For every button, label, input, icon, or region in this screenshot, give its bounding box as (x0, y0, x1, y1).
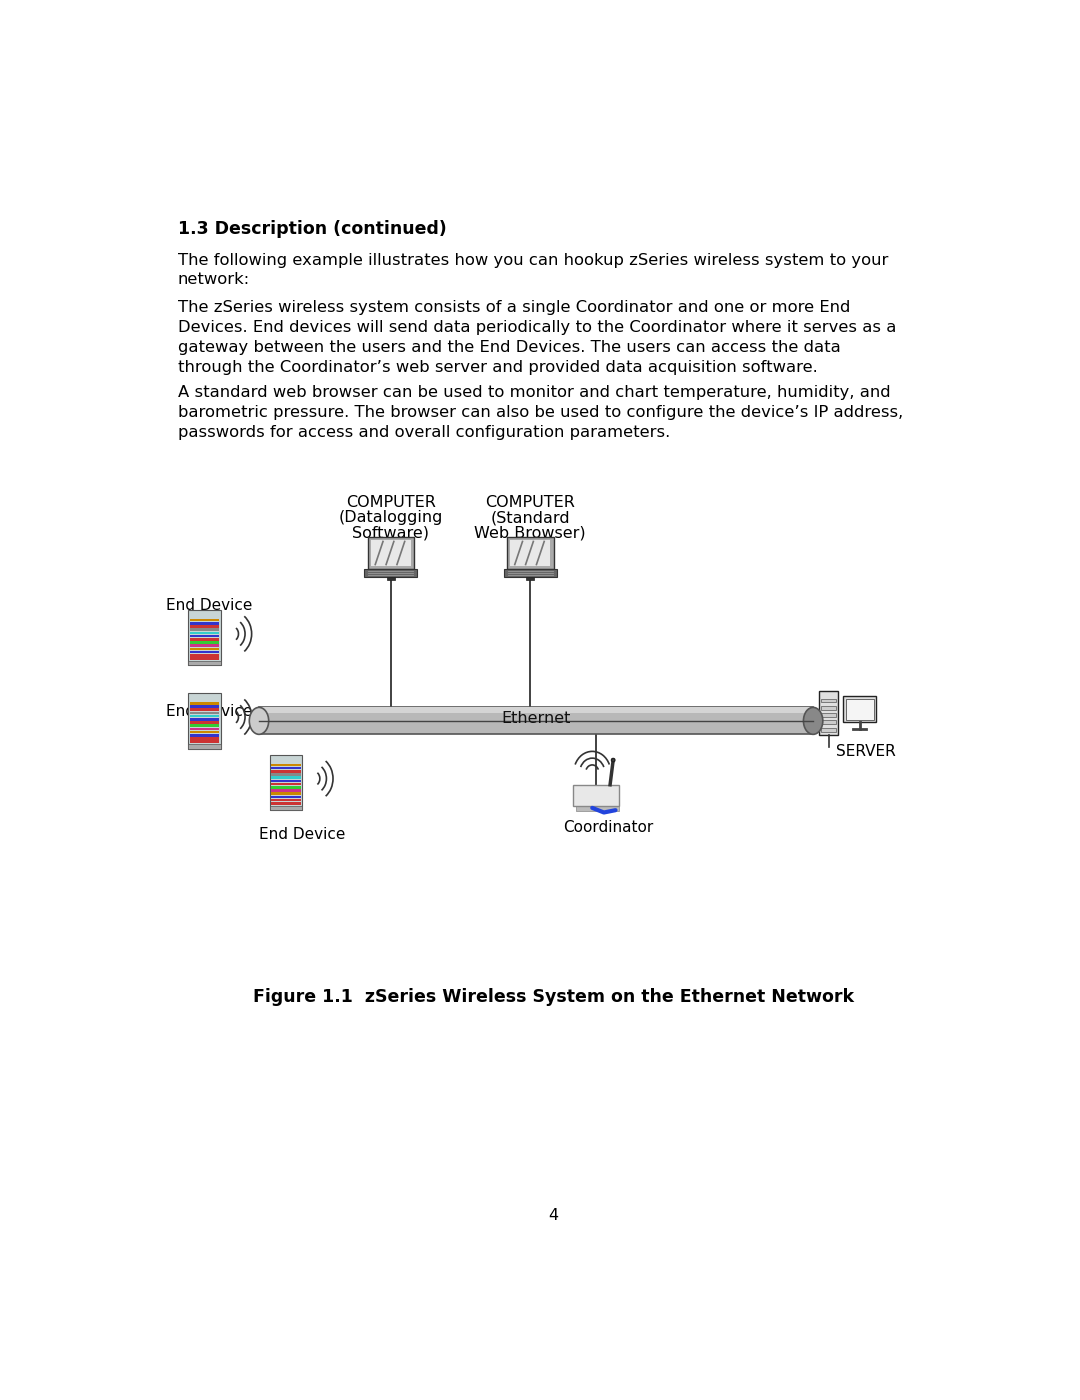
Bar (190, 619, 219, 622)
Bar (271, 802, 301, 805)
Bar (190, 648, 219, 650)
Bar (189, 661, 221, 665)
Bar (271, 783, 301, 785)
Bar (271, 792, 301, 795)
Bar (190, 706, 219, 708)
Bar (190, 728, 219, 731)
Circle shape (611, 759, 615, 762)
Bar (190, 657, 219, 659)
Bar (821, 699, 836, 703)
Text: End Device: End Device (166, 598, 253, 613)
Bar (190, 718, 219, 721)
Bar (271, 799, 301, 801)
Text: Ethernet: Ethernet (501, 711, 570, 727)
Text: Software): Software) (352, 525, 429, 540)
Text: COMPUTER: COMPUTER (485, 494, 576, 510)
Bar (271, 777, 301, 778)
Bar (271, 763, 301, 766)
Bar (271, 795, 301, 798)
Bar (190, 622, 219, 624)
Bar (271, 770, 301, 773)
Bar (271, 785, 301, 788)
Bar (190, 724, 219, 727)
Bar (576, 806, 619, 811)
Bar (821, 713, 836, 717)
Text: COMPUTER: COMPUTER (346, 494, 435, 510)
Bar (189, 610, 221, 665)
Bar (510, 540, 551, 566)
Text: 4: 4 (549, 1208, 558, 1224)
Bar (190, 708, 219, 711)
Bar (821, 728, 836, 732)
Bar (367, 536, 414, 570)
Bar (271, 773, 301, 776)
Bar (821, 706, 836, 710)
Bar (526, 577, 535, 580)
Ellipse shape (249, 707, 269, 735)
Bar (270, 755, 302, 811)
Bar (190, 731, 219, 734)
Text: The zSeries wireless system consists of a single Coordinator and one or more End: The zSeries wireless system consists of … (177, 301, 896, 375)
Bar (259, 707, 813, 735)
Text: (Datalogging: (Datalogging (338, 510, 443, 525)
Bar (507, 536, 554, 570)
Bar (190, 641, 219, 644)
Bar (189, 745, 221, 749)
Bar (190, 741, 219, 743)
Text: 1.3 Description (continued): 1.3 Description (continued) (177, 220, 446, 238)
Bar (190, 631, 219, 634)
Text: Coordinator: Coordinator (563, 820, 653, 836)
Bar (271, 790, 301, 792)
Bar (843, 696, 876, 722)
Bar (387, 577, 394, 580)
Bar (190, 701, 219, 704)
Text: (Standard: (Standard (490, 510, 570, 525)
Bar (190, 651, 219, 654)
Bar (190, 644, 219, 647)
Bar (190, 715, 219, 717)
Text: SERVER: SERVER (836, 743, 895, 759)
Ellipse shape (804, 707, 823, 735)
Bar (190, 721, 219, 724)
Bar (846, 699, 874, 720)
Bar (190, 629, 219, 631)
Text: A standard web browser can be used to monitor and chart temperature, humidity, a: A standard web browser can be used to mo… (177, 385, 903, 440)
Bar (190, 638, 219, 641)
Bar (189, 693, 221, 749)
Bar (190, 738, 219, 739)
Bar (259, 707, 813, 713)
Bar (504, 570, 556, 577)
Bar (190, 654, 219, 657)
Bar (271, 780, 301, 783)
Bar (364, 570, 417, 577)
Bar (271, 767, 301, 770)
Text: End Device: End Device (259, 827, 346, 843)
Bar (190, 711, 219, 714)
Bar (821, 721, 836, 724)
Bar (270, 806, 302, 811)
Bar (370, 540, 410, 566)
Text: The following example illustrates how you can hookup zSeries wireless system to : The following example illustrates how yo… (177, 252, 888, 287)
Text: Figure 1.1  zSeries Wireless System on the Ethernet Network: Figure 1.1 zSeries Wireless System on th… (253, 988, 854, 1007)
Text: Web Browser): Web Browser) (474, 525, 586, 540)
Bar (190, 634, 219, 637)
Bar (819, 690, 838, 735)
Bar (190, 734, 219, 736)
Bar (190, 626, 219, 627)
Bar (572, 785, 619, 806)
Text: End Device: End Device (166, 704, 253, 720)
